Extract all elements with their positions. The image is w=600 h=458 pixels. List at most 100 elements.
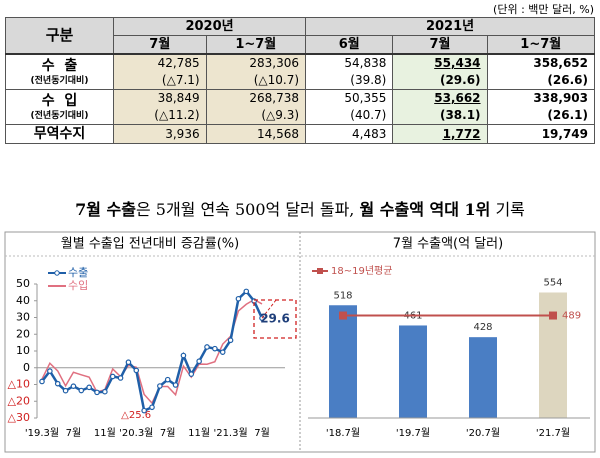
cell: 4,483: [305, 124, 394, 144]
cell: 1,772: [392, 124, 488, 144]
marker: [125, 359, 132, 366]
row-sub: (전년동기대비): [30, 111, 89, 121]
x-tick-label: '19.7월: [396, 427, 430, 439]
column-header: 1~7월: [205, 35, 307, 55]
cell-value: 4,483: [352, 126, 387, 141]
y-tick-label: △30: [8, 411, 30, 424]
x-tick-label: 11월: [94, 427, 116, 439]
marker: [54, 380, 61, 387]
x-tick-label: '20.3월: [119, 427, 153, 439]
cell-value: 50,355: [344, 91, 387, 105]
chart-title: 월별 수출입 전년대비 증감률(%): [61, 237, 239, 252]
cell-sub: (38.1): [439, 108, 481, 122]
row: 수 출 (전년동기대비) 42,785 (△7.1) 283,306 (△10.7) 54,…: [5, 53, 596, 90]
y-tick-label: 10: [16, 344, 30, 357]
reference-marker: [339, 311, 347, 320]
column-header: 7월: [113, 35, 207, 55]
row-name: 수 입: [41, 93, 78, 109]
cell: 38,849 (△11.2): [113, 89, 207, 125]
cell: 268,738 (△9.3): [205, 89, 307, 125]
bar: [469, 337, 497, 418]
cell: 283,306 (△10.7): [205, 53, 307, 90]
x-tick-label: '19.3월: [25, 427, 59, 439]
cell-value: 283,306: [249, 56, 300, 70]
header-row: 구분 2020년 2021년: [5, 17, 595, 55]
headline-part: 기록: [490, 200, 525, 219]
unit: (단위 : 백만 달러, %): [493, 3, 594, 16]
y-tick-label: 40: [16, 294, 30, 307]
headline-part: 월 수출액 역대 1위: [359, 200, 490, 219]
cell-sub: (△7.1): [161, 73, 200, 87]
cell: 50,355 (40.7): [305, 89, 394, 125]
cell-value: 3,936: [165, 126, 200, 141]
y-tick-label: △20: [8, 394, 30, 407]
bar-label: 518: [333, 290, 352, 301]
cell-value: 1,772: [442, 126, 481, 141]
x-tick-label: '20.7월: [466, 427, 500, 439]
y-tick-label: 50: [16, 277, 30, 290]
cell-value: 358,652: [533, 56, 588, 70]
cell-value: 38,849: [157, 91, 200, 105]
column-header: 1~7월: [486, 35, 596, 55]
x-tick-label: '21.3월: [213, 427, 247, 439]
marker: [133, 367, 140, 374]
marker: [141, 407, 147, 414]
bar-label: 428: [473, 322, 492, 333]
marker: [94, 389, 100, 396]
marker: [227, 337, 234, 344]
row-name: 수 출: [41, 58, 78, 74]
marker: [196, 358, 202, 365]
cell: 53,662 (38.1): [392, 89, 488, 125]
legend-marker: [317, 268, 323, 274]
corner: 구분: [5, 17, 114, 55]
marker: [149, 404, 155, 411]
cell: 19,749: [486, 124, 596, 144]
marker: [117, 375, 124, 381]
reference-label: 489: [562, 311, 581, 322]
row-label: 수 출 (전년동기대비): [5, 53, 114, 90]
x-tick-label: '18.7월: [326, 427, 360, 439]
headline-part: 은 5개월 연속 500억 달러 돌파,: [136, 200, 360, 219]
cell-value: 338,903: [533, 91, 588, 105]
row-label: 무역수지: [5, 124, 114, 144]
bar: [399, 325, 427, 418]
cell-sub: (△9.3): [261, 108, 300, 122]
x-tick-label: 7월: [66, 427, 82, 439]
cell-value: 55,434: [434, 56, 481, 70]
callout-box: [253, 299, 297, 339]
callout-value: 29.6: [260, 312, 290, 326]
marker: [47, 368, 53, 374]
marker: [188, 371, 195, 377]
cell: 55,434 (29.6): [392, 53, 488, 90]
year: 2021년: [305, 17, 595, 36]
marker: [39, 378, 45, 385]
cell-sub: (39.8): [350, 73, 387, 87]
cell-sub: (26.1): [547, 108, 588, 122]
marker: [102, 388, 108, 395]
cell: 14,568: [205, 124, 307, 144]
row-label: 수 입 (전년동기대비): [5, 89, 114, 125]
cell: 54,838 (39.8): [305, 53, 394, 90]
cell-value: 54,838: [344, 56, 387, 70]
table: 구분 2020년 2021년 7월 1~7월 6월 7월 1~7월 수 출 (전년동기대비) 42,…: [5, 17, 596, 144]
annotation: △25.6: [121, 410, 151, 421]
cell-sub: (△10.7): [253, 73, 300, 87]
y-tick-label: △10: [8, 378, 30, 391]
marker: [243, 288, 250, 295]
cell: 338,903 (26.1): [486, 89, 596, 125]
cell: 3,936: [113, 124, 207, 144]
row: 무역수지 3,936 14,568 4,483 1,772 19,749: [5, 124, 596, 144]
x-tick-label: 7월: [254, 427, 270, 439]
cell: 42,785 (△7.1): [113, 53, 207, 90]
marker: [180, 352, 187, 359]
legend-marker: [54, 270, 60, 276]
legend-label: 수출: [68, 266, 88, 279]
legend-label: 수입: [68, 279, 88, 292]
headline: 7월 수출은 5개월 연속 500억 달러 돌파, 월 수출액 역대 1위 기록: [75, 200, 525, 219]
marker: [204, 344, 210, 350]
series-line: [41, 298, 263, 405]
marker: [219, 349, 226, 355]
callout-line: [261, 299, 277, 319]
marker: [70, 383, 77, 389]
